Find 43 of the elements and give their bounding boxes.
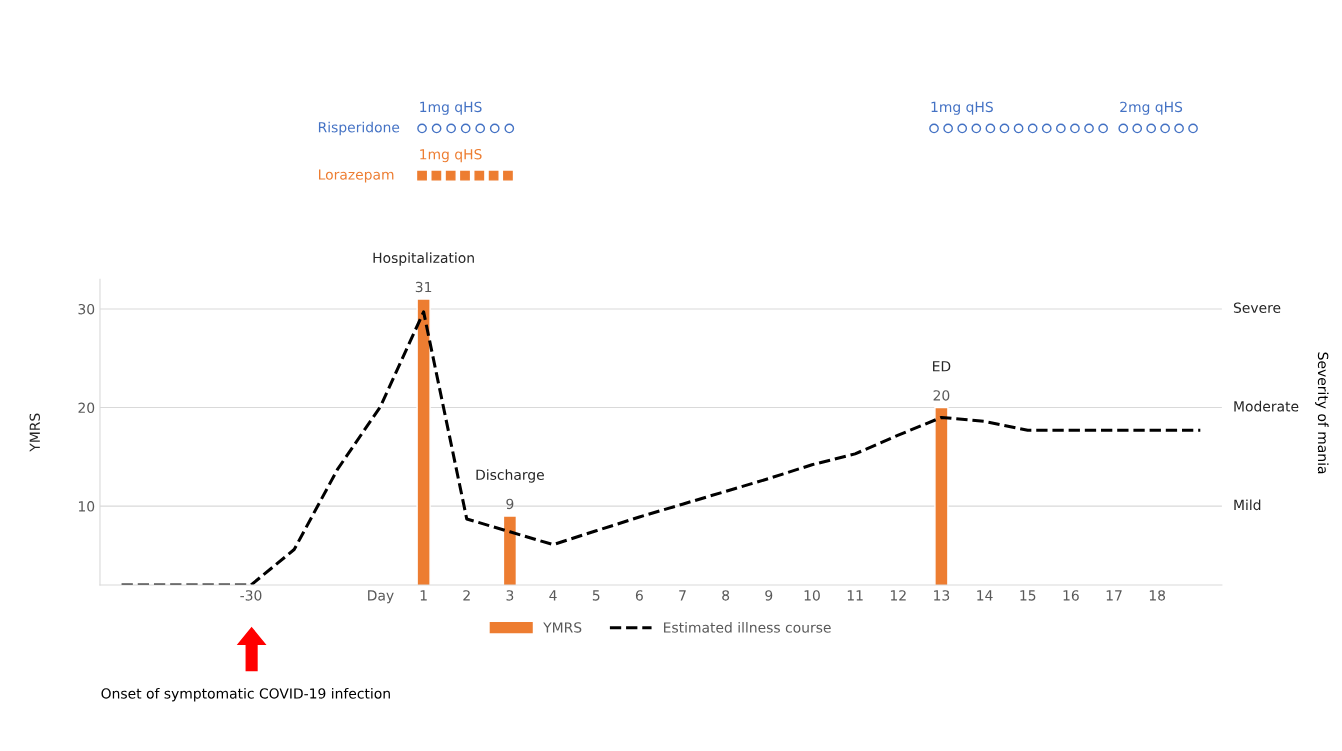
- y-tick-label: 20: [78, 402, 95, 414]
- ref-line-label: Moderate: [1234, 400, 1299, 412]
- y-tick-label: 30: [78, 303, 95, 315]
- y-tick-label: 10: [78, 501, 95, 512]
- text: Onset of symptomatic COVID-19 infection: [101, 687, 390, 702]
- x-tick-label: 17: [1106, 590, 1122, 601]
- text: Lorazepam: [319, 169, 394, 183]
- ref-line-label: Mild: [1234, 499, 1261, 511]
- x-tick-label: -30: [240, 590, 262, 601]
- y-axis-title: YMRS: [29, 413, 41, 452]
- x-tick-label: 5: [592, 590, 600, 601]
- x-tick-label: 14: [977, 590, 993, 601]
- x-tick-label: 16: [1063, 590, 1079, 601]
- x-tick-label: 18: [1149, 590, 1166, 601]
- annotation: ED: [933, 361, 951, 372]
- text: Severity of mania: [1315, 352, 1329, 474]
- x-tick-label: 3: [506, 590, 514, 601]
- legend-label: Estimated illness course: [664, 621, 831, 633]
- x-tick-label: 9: [765, 590, 773, 601]
- x-tick-label: 10: [804, 590, 820, 601]
- x-tick-label: 8: [722, 590, 730, 601]
- text: 1mg qHS: [420, 101, 482, 115]
- annotation: Discharge: [476, 469, 544, 483]
- ref-line-label: Severe: [1233, 302, 1281, 313]
- x-tick-label: 2: [463, 590, 470, 601]
- legend-label: YMRS: [543, 622, 582, 633]
- x-tick-label: 6: [635, 590, 643, 601]
- x-tick-label: 11: [847, 590, 863, 601]
- text: 2mg qHS: [1120, 101, 1183, 115]
- x-tick-label: 7: [679, 590, 686, 601]
- annotation: Hospitalization: [373, 252, 474, 266]
- data-label: 20: [933, 390, 950, 401]
- text: 1mg qHS: [931, 101, 993, 115]
- text: 1mg qHS: [420, 148, 482, 163]
- x-tick-label: 12: [890, 590, 906, 601]
- text: Risperidone: [318, 121, 400, 136]
- data-label: 9: [506, 498, 514, 510]
- x-tick-label: 15: [1020, 590, 1036, 601]
- data-label: 31: [415, 281, 432, 293]
- x-tick-label: Day: [368, 590, 394, 604]
- x-tick-label: 13: [934, 590, 950, 601]
- x-tick-label: 1: [420, 590, 427, 601]
- x-tick-label: 4: [549, 590, 557, 601]
